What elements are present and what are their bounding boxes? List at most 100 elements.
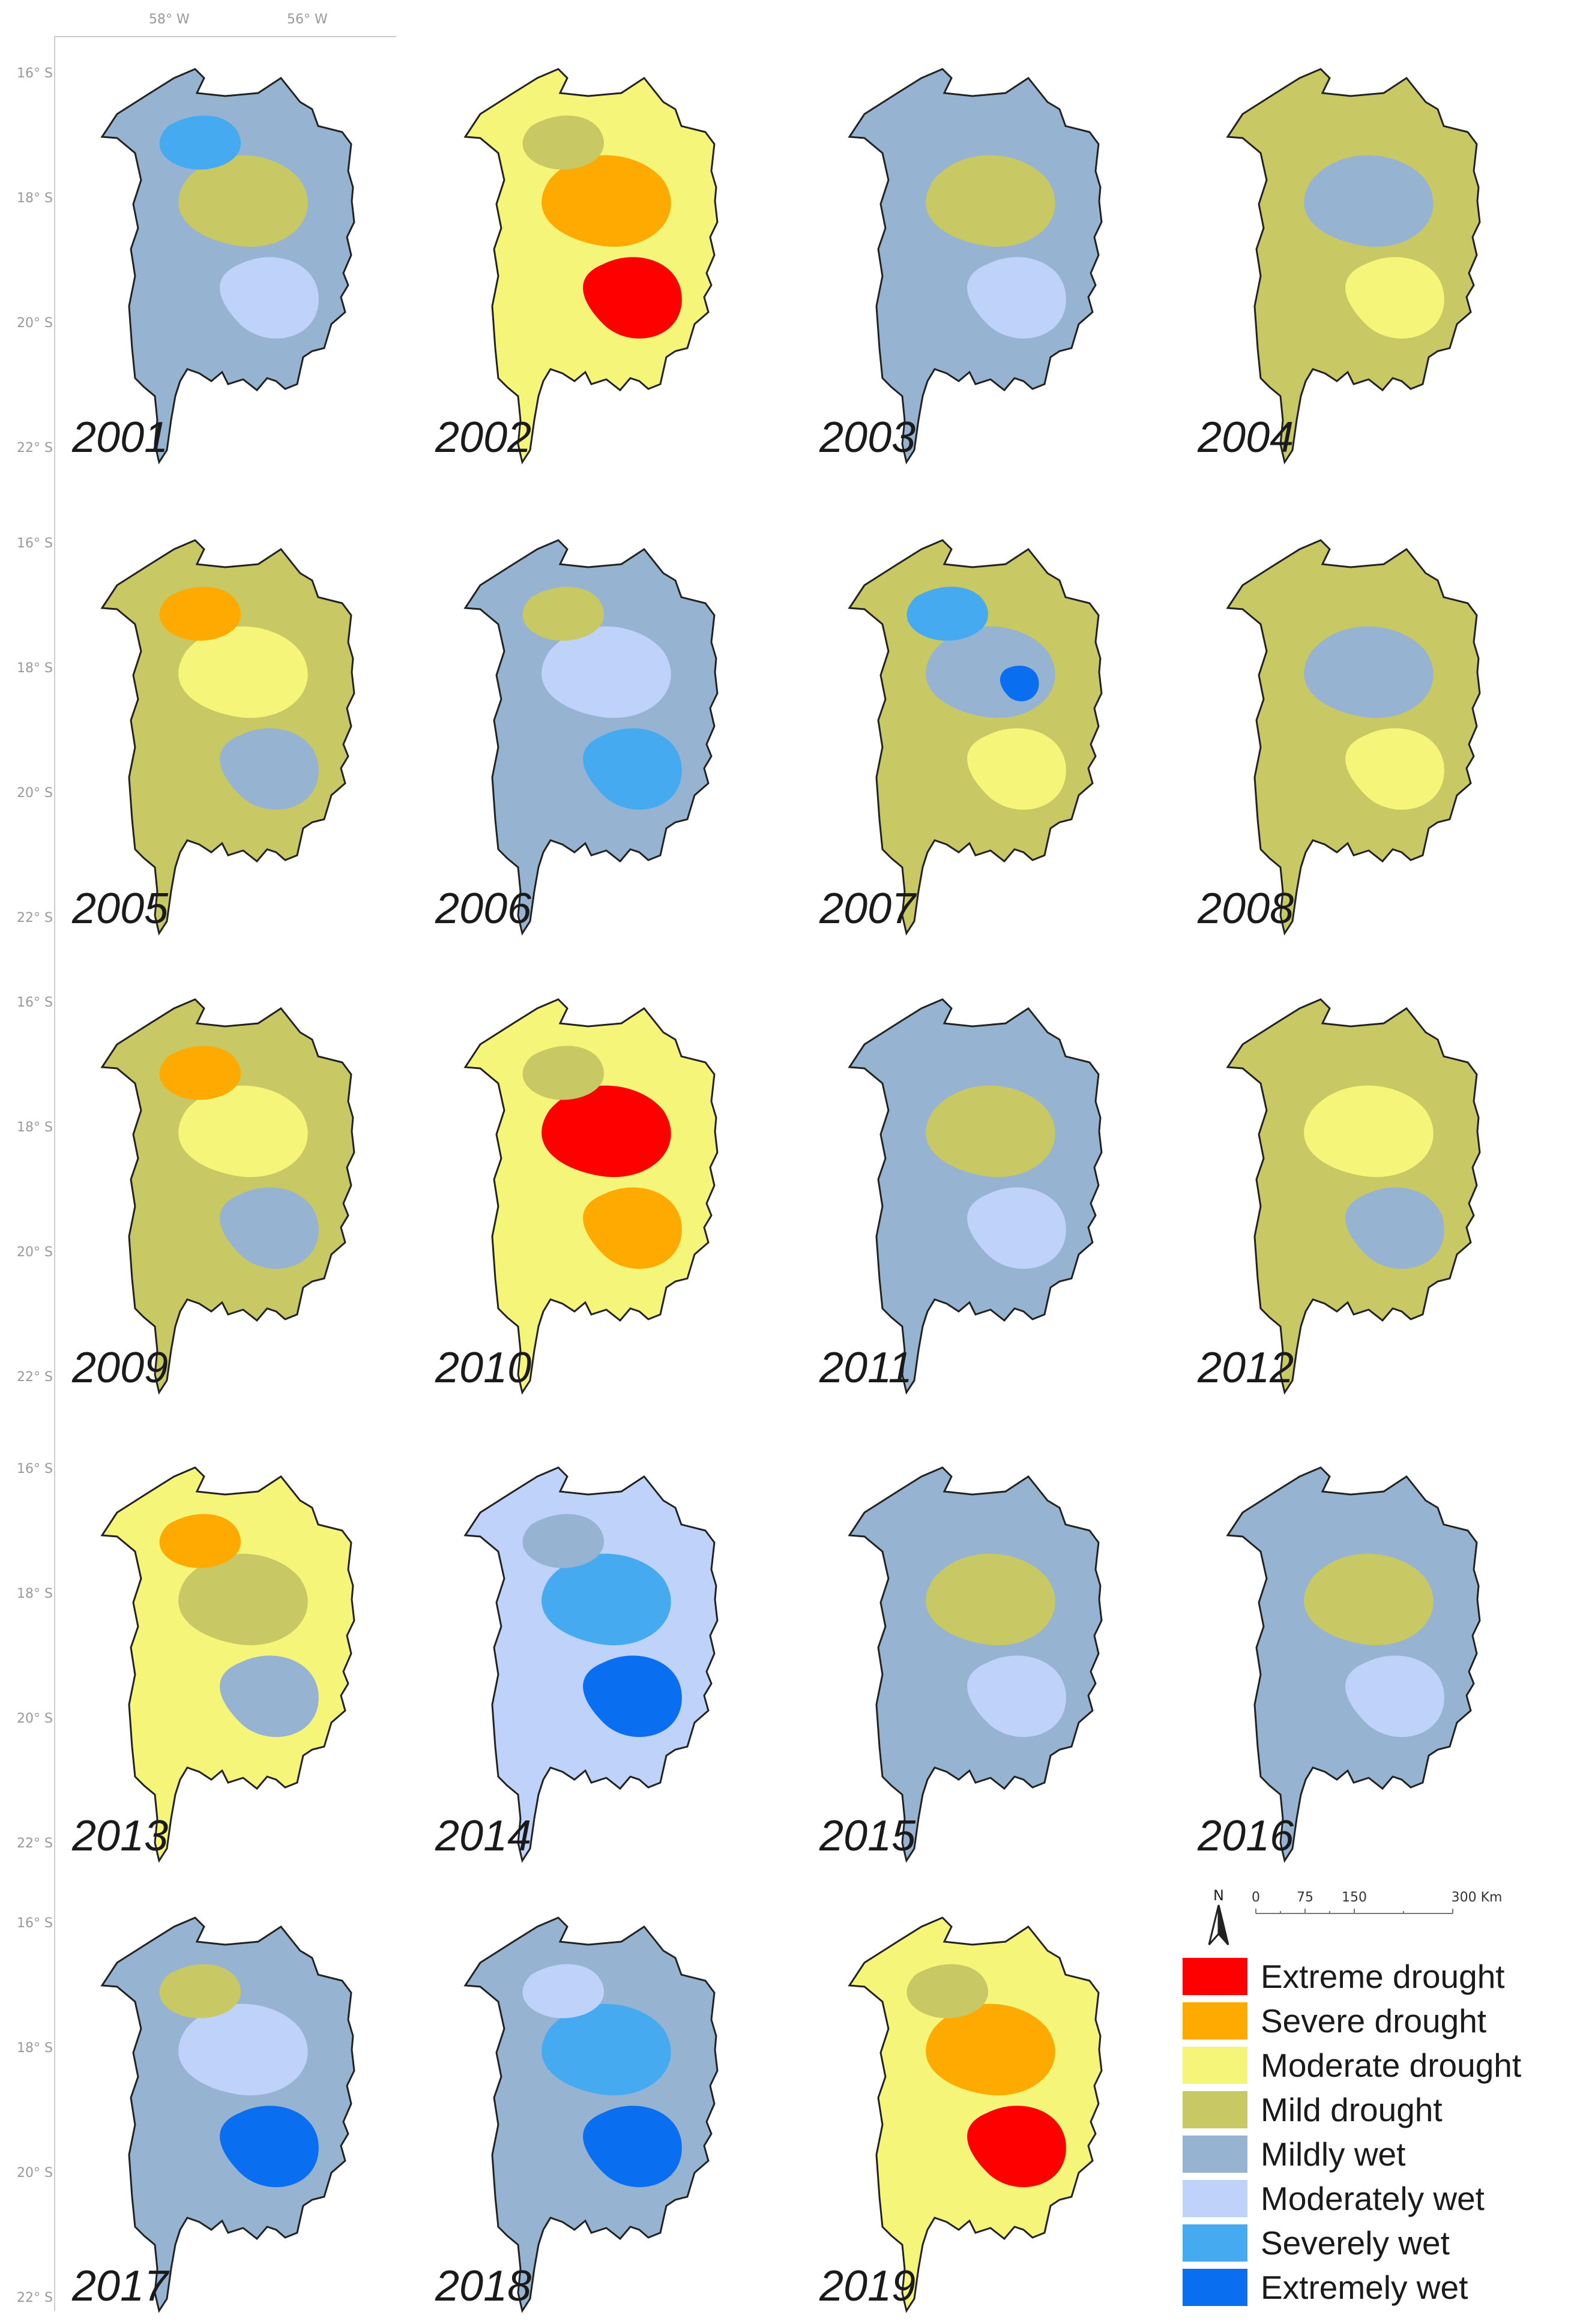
zone-mildly-wet — [1304, 155, 1434, 247]
year-label: 2008 — [1198, 885, 1294, 933]
map-2009 — [100, 998, 355, 1395]
zone-extremely-wet — [583, 1655, 682, 1737]
legend-label: Mildly wet — [1261, 2136, 1406, 2173]
zone-mildly-wet — [102, 69, 354, 462]
zone-mildly-wet — [522, 1514, 605, 1568]
region-outline — [1226, 68, 1481, 465]
map-panel-2017: 2017 — [60, 1885, 420, 2323]
zone-severely-wet — [906, 586, 989, 641]
zone-mild-drought — [926, 1085, 1055, 1178]
map-2004 — [1226, 68, 1481, 465]
frame-left-line — [54, 36, 55, 2311]
zone-moderately-wet — [967, 1187, 1066, 1269]
map-panel-2018: 2018 — [423, 1885, 783, 2323]
zone-mild-drought — [1304, 1553, 1434, 1646]
zone-severely-wet — [541, 2003, 671, 2096]
year-label: 2005 — [72, 885, 169, 933]
frame-top-line — [54, 36, 396, 37]
legend-label: Mild drought — [1261, 2091, 1443, 2128]
year-label: 2007 — [819, 885, 916, 933]
map-panel-2016: 2016 — [1186, 1434, 1546, 1873]
lat-tick-16s: 16° S — [17, 995, 53, 1010]
zone-extreme-drought — [967, 2106, 1066, 2187]
map-2005 — [100, 539, 355, 936]
map-panel-2011: 2011 — [807, 966, 1168, 1404]
year-label: 2011 — [819, 1344, 912, 1392]
map-panel-2013: 2013 — [60, 1434, 420, 1873]
lat-tick-18s: 18° S — [17, 1120, 53, 1135]
lat-tick-18s: 18° S — [17, 661, 53, 676]
map-panel-2019: 2019 — [807, 1885, 1168, 2323]
zone-mild-drought — [522, 586, 605, 641]
legend-item-moderate-drought: Moderate drought — [1183, 2046, 1521, 2085]
map-2012 — [1226, 998, 1481, 1395]
map-panel-2005: 2005 — [60, 507, 420, 945]
zone-moderate-drought — [1345, 728, 1444, 810]
year-label: 2004 — [1198, 414, 1294, 462]
map-2014 — [463, 1466, 719, 1863]
region-outline — [848, 1916, 1103, 2313]
legend-swatch — [1183, 2224, 1247, 2262]
lon-tick-58w: 58° W — [149, 12, 190, 27]
zone-moderately-wet — [178, 2003, 308, 2096]
legend-swatch — [1183, 2136, 1247, 2173]
lat-tick-20s: 20° S — [17, 786, 53, 801]
lat-tick-16s: 16° S — [17, 66, 53, 81]
legend-item-mildly-wet: Mildly wet — [1183, 2134, 1405, 2174]
zone-extreme-drought — [541, 1085, 671, 1178]
legend-swatch — [1183, 1958, 1247, 1995]
year-label: 2002 — [435, 414, 532, 462]
legend-item-extremely-wet: Extremely wet — [1183, 2268, 1468, 2307]
zone-mild-drought — [926, 155, 1055, 247]
lon-tick-56w: 56° W — [287, 12, 328, 27]
zone-mild-drought — [1228, 540, 1480, 933]
map-2019 — [848, 1916, 1103, 2313]
map-panel-2010: 2010 — [423, 966, 783, 1404]
zone-moderate-drought — [465, 69, 717, 462]
zone-mildly-wet — [1345, 1187, 1444, 1269]
legend-label: Extremely wet — [1261, 2269, 1468, 2306]
map-panel-2007: 2007 — [807, 507, 1168, 945]
zone-moderate-drought — [967, 728, 1066, 810]
year-label: 2015 — [819, 1812, 916, 1860]
map-2002 — [463, 68, 719, 465]
year-label: 2012 — [1198, 1344, 1294, 1392]
zone-moderately-wet — [220, 257, 319, 339]
zone-moderate-drought — [849, 1918, 1102, 2311]
zone-mild-drought — [926, 1553, 1055, 1646]
zone-severely-wet — [583, 728, 682, 810]
lat-tick-20s: 20° S — [17, 1245, 53, 1260]
region-outline — [463, 1466, 719, 1863]
legend-swatch — [1183, 2269, 1247, 2306]
legend-label: Moderately wet — [1261, 2180, 1485, 2217]
zone-mildly-wet — [465, 1918, 717, 2311]
zone-extremely-wet — [583, 2106, 682, 2187]
legend: N 0 75 150 300 Km Extreme drought Severe… — [1177, 1879, 1561, 2323]
zone-mild-drought — [159, 1964, 241, 2018]
zone-moderately-wet — [541, 626, 671, 718]
region-outline — [100, 1916, 355, 2313]
zone-mildly-wet — [465, 540, 717, 933]
map-2016 — [1226, 1466, 1481, 1863]
map-panel-2003: 2003 — [807, 36, 1168, 474]
region-outline — [848, 998, 1103, 1395]
zone-mildly-wet — [102, 1918, 354, 2311]
lat-tick-22s: 22° S — [17, 911, 53, 926]
region-outline — [848, 539, 1103, 936]
legend-swatch — [1183, 2091, 1247, 2128]
lat-tick-22s: 22° S — [17, 2290, 53, 2305]
zone-moderately-wet — [1345, 1655, 1444, 1737]
zone-severe-drought — [159, 1046, 241, 1100]
region-outline — [100, 1466, 355, 1863]
legend-label: Severely wet — [1261, 2224, 1450, 2262]
region-outline — [1226, 998, 1481, 1395]
legend-item-severely-wet: Severely wet — [1183, 2223, 1450, 2263]
zone-mildly-wet — [849, 999, 1102, 1392]
year-label: 2017 — [72, 2262, 169, 2310]
zone-extremely-wet — [1000, 666, 1039, 702]
region-outline — [100, 539, 355, 936]
map-panel-2002: 2002 — [423, 36, 783, 474]
zone-mildly-wet — [220, 728, 319, 810]
zone-mild-drought — [849, 540, 1102, 933]
north-arrow-icon: N — [1208, 1887, 1229, 1945]
